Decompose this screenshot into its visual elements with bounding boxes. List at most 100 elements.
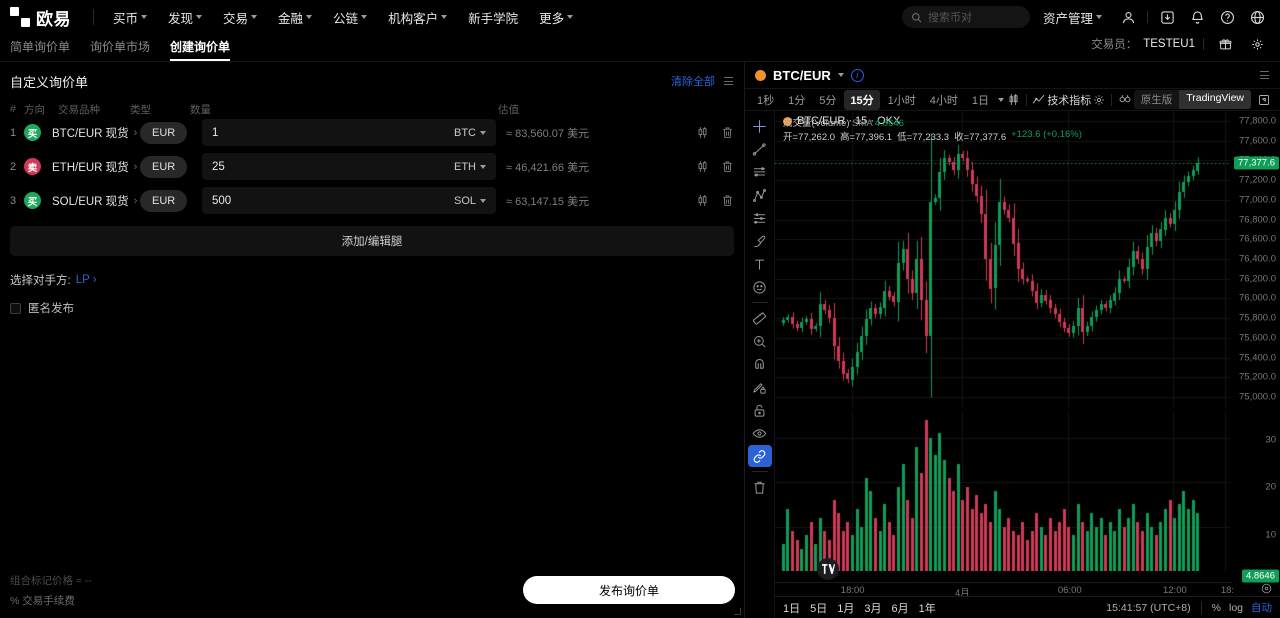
quantity-currency-selector[interactable]: BTC bbox=[454, 127, 486, 139]
nav-item-buy-crypto[interactable]: 买币 bbox=[104, 3, 156, 32]
log-scale-button[interactable]: log bbox=[1228, 601, 1243, 614]
chart-type-icon[interactable] bbox=[1007, 91, 1020, 109]
drag-handle-icon[interactable] bbox=[723, 74, 734, 88]
range-5d[interactable]: 5日 bbox=[810, 602, 828, 615]
indicators-label[interactable]: 技术指标 bbox=[1047, 94, 1092, 107]
pitchfork-tool-icon[interactable] bbox=[748, 184, 772, 206]
sync-drawings-tool-icon[interactable] bbox=[747, 445, 772, 467]
nav-item-discover[interactable]: 发现 bbox=[159, 3, 211, 32]
patterns-tool-icon[interactable] bbox=[748, 207, 772, 229]
timeframe-1m[interactable]: 1分 bbox=[788, 94, 806, 107]
brush-tool-icon[interactable] bbox=[748, 230, 772, 252]
row-direction[interactable]: 卖 bbox=[24, 158, 52, 175]
trend-line-tool-icon[interactable] bbox=[748, 138, 772, 160]
delete-row-icon[interactable] bbox=[721, 194, 734, 207]
nav-item-finance[interactable]: 金融 bbox=[269, 3, 321, 32]
percent-scale-button[interactable]: % bbox=[1211, 601, 1221, 614]
compare-icon[interactable] bbox=[1118, 91, 1132, 109]
measure-tool-icon[interactable] bbox=[748, 307, 772, 329]
quantity-currency-selector[interactable]: ETH bbox=[454, 161, 486, 173]
reset-chart-icon[interactable] bbox=[1260, 582, 1274, 596]
range-1d[interactable]: 1日 bbox=[783, 602, 801, 615]
search-input[interactable]: 搜索币对 bbox=[901, 6, 1030, 28]
add-edit-leg-button[interactable]: 添加/编辑腿 bbox=[10, 226, 734, 256]
bell-icon[interactable] bbox=[1184, 4, 1210, 30]
lock-tool-icon[interactable] bbox=[748, 399, 772, 421]
nav-item-more[interactable]: 更多 bbox=[530, 3, 582, 32]
drawing-lock-tool-icon[interactable] bbox=[748, 376, 772, 398]
row-symbol-selector[interactable]: SOL/EUR 现货 › bbox=[52, 193, 140, 209]
quantity-input[interactable] bbox=[212, 160, 454, 173]
timeframe-1h[interactable]: 1小时 bbox=[887, 94, 916, 107]
tradingview-badge-icon[interactable] bbox=[817, 558, 839, 580]
magnet-tool-icon[interactable] bbox=[748, 353, 772, 375]
row-direction[interactable]: 买 bbox=[24, 192, 52, 209]
nav-item-institutional[interactable]: 机构客户 bbox=[379, 3, 456, 32]
gift-icon[interactable] bbox=[1212, 31, 1238, 57]
candlestick-chart-icon[interactable] bbox=[696, 194, 709, 207]
type-pill[interactable]: EUR bbox=[140, 155, 188, 178]
range-1mo[interactable]: 1月 bbox=[837, 602, 855, 615]
resize-handle[interactable] bbox=[734, 608, 741, 615]
tab-create-rfq[interactable]: 创建询价单 bbox=[170, 38, 231, 61]
tab-rfq-market[interactable]: 询价单市场 bbox=[90, 38, 150, 61]
view-tradingview-button[interactable]: TradingView bbox=[1179, 90, 1251, 109]
emoji-tool-icon[interactable] bbox=[748, 276, 772, 298]
nav-item-asset-management[interactable]: 资产管理 bbox=[1034, 3, 1111, 32]
nav-item-trade[interactable]: 交易 bbox=[214, 3, 266, 32]
crosshair-tool-icon[interactable] bbox=[748, 115, 772, 137]
chevron-down-icon[interactable] bbox=[997, 91, 1005, 109]
nav-item-academy[interactable]: 新手学院 bbox=[459, 3, 527, 32]
settings-icon[interactable] bbox=[1244, 31, 1270, 57]
type-pill[interactable]: EUR bbox=[140, 189, 188, 212]
clear-all-button[interactable]: 清除全部 bbox=[671, 76, 715, 88]
price-axis[interactable]: 77,800.077,600.077,400.077,200.077,000.0… bbox=[1232, 111, 1280, 407]
delete-row-icon[interactable] bbox=[721, 160, 734, 173]
timeframe-1s[interactable]: 1秒 bbox=[757, 94, 775, 107]
timeframe-1d[interactable]: 1日 bbox=[971, 94, 989, 107]
delete-drawings-tool-icon[interactable] bbox=[748, 476, 772, 498]
text-tool-icon[interactable] bbox=[748, 253, 772, 275]
row-quantity-field[interactable]: SOL bbox=[202, 187, 496, 214]
row-symbol-selector[interactable]: BTC/EUR 现货 › bbox=[52, 125, 140, 141]
quantity-input[interactable] bbox=[212, 194, 454, 207]
view-native-button[interactable]: 原生版 bbox=[1140, 94, 1173, 106]
visibility-tool-icon[interactable] bbox=[748, 422, 772, 444]
help-icon[interactable] bbox=[1214, 4, 1240, 30]
row-symbol-selector[interactable]: ETH/EUR 现货 › bbox=[52, 159, 140, 175]
timeframe-5m[interactable]: 5分 bbox=[819, 94, 837, 107]
volume-axis[interactable]: 30 20 10 4.8646 bbox=[1232, 411, 1280, 583]
row-direction[interactable]: 买 bbox=[24, 124, 52, 141]
tab-simple-rfq[interactable]: 简单询价单 bbox=[10, 38, 70, 61]
quantity-currency-selector[interactable]: SOL bbox=[454, 195, 486, 207]
chart-canvas-area[interactable]: BTC/EUR · 15 · OKX 开=77,262.0 高=77,396.1… bbox=[775, 111, 1280, 618]
row-quantity-field[interactable]: BTC bbox=[202, 119, 496, 146]
time-axis[interactable]: 18:00 4月 06:00 12:00 18: bbox=[775, 582, 1234, 599]
range-3mo[interactable]: 3月 bbox=[864, 602, 882, 615]
type-pill[interactable]: EUR bbox=[140, 121, 188, 144]
counterparty-selector[interactable]: LP › bbox=[76, 274, 97, 286]
timeframe-15m[interactable]: 15分 bbox=[844, 89, 880, 110]
auto-scale-button[interactable]: 自动 bbox=[1251, 602, 1272, 614]
anonymous-publish-row[interactable]: 匿名发布 bbox=[0, 288, 744, 316]
candlestick-chart-icon[interactable] bbox=[696, 126, 709, 139]
quantity-input[interactable] bbox=[212, 126, 454, 139]
info-icon[interactable]: i bbox=[850, 68, 864, 82]
download-icon[interactable] bbox=[1154, 4, 1180, 30]
chart-settings-icon[interactable] bbox=[1093, 91, 1105, 109]
volume-chart-canvas[interactable] bbox=[775, 411, 1230, 571]
okx-logo[interactable]: 欧易 bbox=[10, 5, 83, 30]
zoom-tool-icon[interactable] bbox=[748, 330, 772, 352]
fullscreen-icon[interactable] bbox=[1254, 91, 1274, 109]
publish-rfq-button[interactable]: 发布询价单 bbox=[523, 576, 735, 604]
price-chart-canvas[interactable] bbox=[775, 111, 1230, 407]
indicators-icon[interactable] bbox=[1032, 91, 1045, 109]
horizontal-lines-tool-icon[interactable] bbox=[748, 161, 772, 183]
delete-row-icon[interactable] bbox=[721, 126, 734, 139]
timeframe-4h[interactable]: 4小时 bbox=[929, 94, 958, 107]
range-1y[interactable]: 1年 bbox=[918, 602, 936, 615]
candlestick-chart-icon[interactable] bbox=[696, 160, 709, 173]
chevron-down-icon[interactable] bbox=[837, 73, 844, 77]
user-icon[interactable] bbox=[1115, 4, 1141, 30]
anonymous-checkbox[interactable] bbox=[10, 302, 21, 314]
